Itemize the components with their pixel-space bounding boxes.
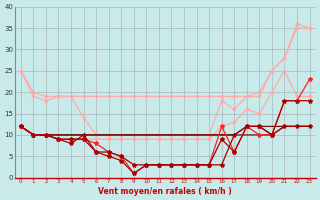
X-axis label: Vent moyen/en rafales ( km/h ): Vent moyen/en rafales ( km/h ) xyxy=(98,187,232,196)
